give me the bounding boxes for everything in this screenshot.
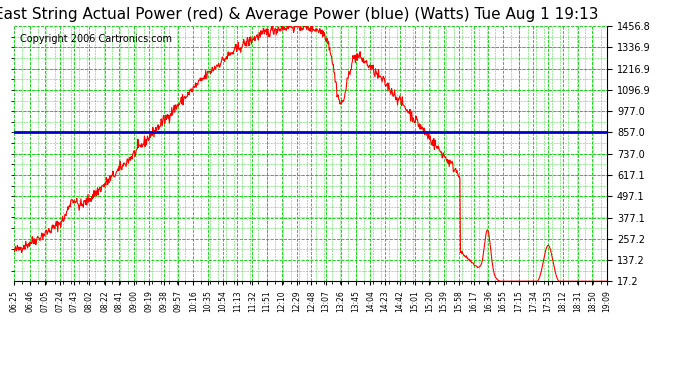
Text: East String Actual Power (red) & Average Power (blue) (Watts) Tue Aug 1 19:13: East String Actual Power (red) & Average…: [0, 8, 599, 22]
Text: Copyright 2006 Cartronics.com: Copyright 2006 Cartronics.com: [20, 34, 172, 44]
